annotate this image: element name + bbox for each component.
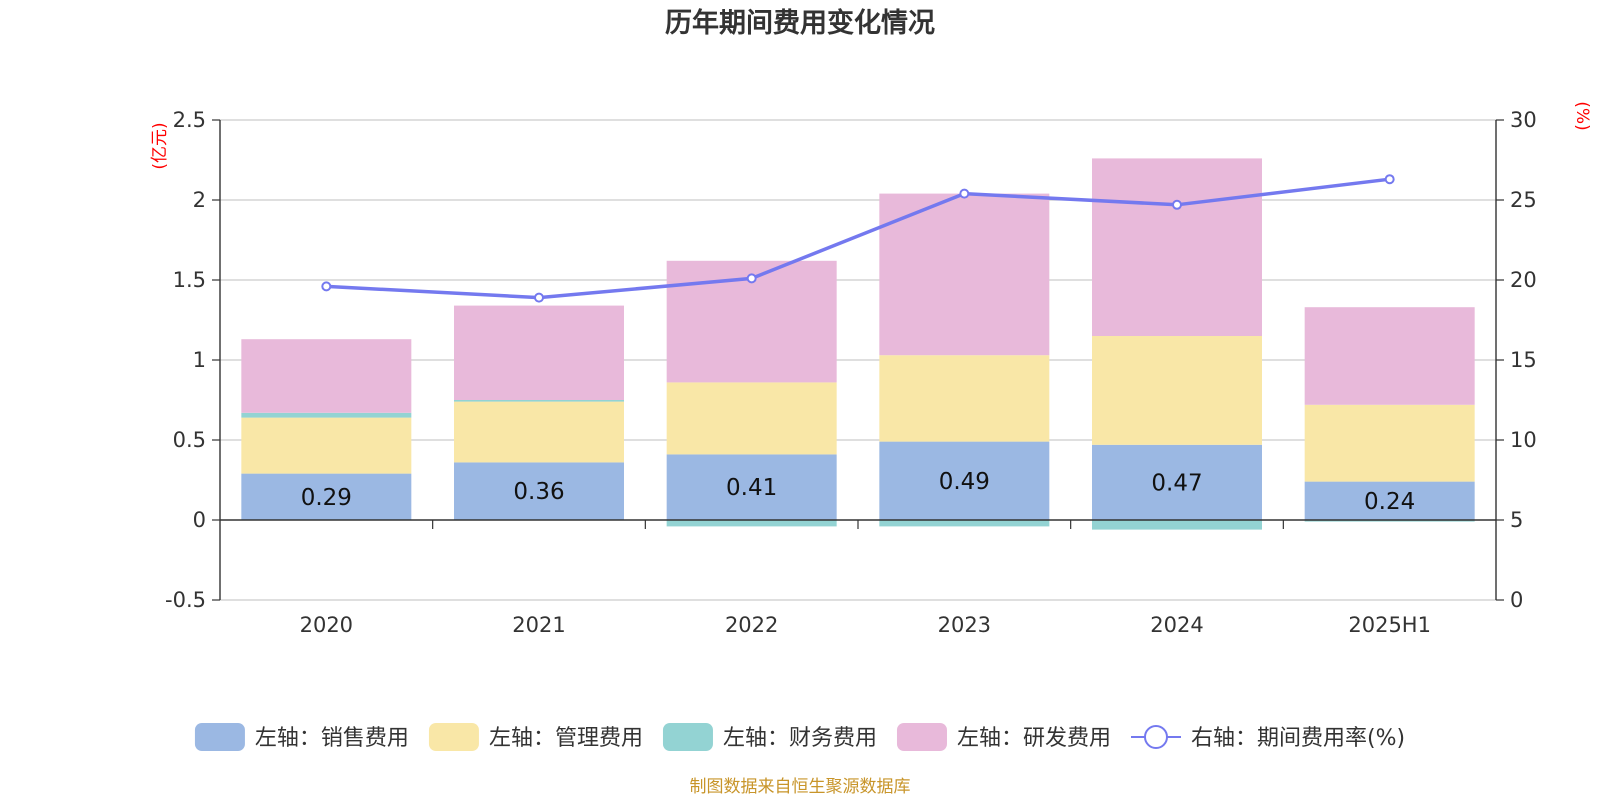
left-tick-label: -0.5 — [165, 588, 206, 612]
legend-item[interactable]: 左轴：销售费用 — [194, 723, 409, 751]
left-tick-label: 0 — [193, 508, 206, 532]
right-tick-label: 30 — [1510, 108, 1537, 132]
expense-rate-point — [1172, 199, 1182, 210]
bar-segment — [666, 382, 837, 455]
bar-segment — [666, 454, 837, 520]
right-tick-label: 25 — [1510, 188, 1537, 212]
bar-segment — [879, 441, 1050, 520]
bar-series — [241, 158, 1475, 530]
expense-rate-line — [326, 177, 1390, 300]
left-axis-unit: (亿元) — [150, 122, 170, 169]
left-tick-label: 1.5 — [173, 268, 206, 292]
bar-segment — [1304, 307, 1475, 405]
legend-item[interactable]: 右轴：期间费用率(%) — [1130, 725, 1405, 751]
expense-rate-point — [746, 273, 757, 284]
x-tick-label: 2022 — [725, 613, 778, 637]
legend-item[interactable]: 左轴：财务费用 — [662, 723, 877, 751]
bar-segment — [1092, 158, 1262, 336]
chart-title: 历年期间费用变化情况 — [665, 7, 935, 39]
bar-segment — [879, 355, 1050, 442]
left-tick-label: 1 — [193, 348, 206, 372]
sales-expense-label: 0.36 — [513, 479, 564, 505]
bar-segment — [241, 417, 412, 474]
bar-segment — [666, 520, 837, 527]
legend-label: 左轴：管理费用 — [489, 726, 643, 751]
data-source-note: 制图数据来自恒生聚源数据库 — [690, 777, 911, 797]
legend-label: 左轴：研发费用 — [957, 726, 1111, 751]
legend-swatch — [662, 723, 713, 751]
bar-segment — [454, 462, 624, 520]
bar-segment — [1092, 520, 1262, 530]
left-tick-label: 2.5 — [173, 108, 206, 132]
axes: -0.5 0 0.5 1 1.5 2 2.5 0 5 10 15 20 25 30 2020 2021 2022… — [165, 108, 1537, 637]
bar-segment — [1092, 336, 1262, 445]
bar-segment — [241, 339, 412, 413]
legend-item[interactable]: 左轴：管理费用 — [428, 723, 643, 751]
legend-swatch — [194, 723, 245, 751]
legend-item[interactable]: 左轴：研发费用 — [896, 723, 1111, 751]
expense-rate-point — [1384, 174, 1395, 185]
sales-expense-label: 0.24 — [1364, 489, 1415, 515]
right-tick-label: 20 — [1510, 268, 1537, 292]
legend-marker-icon — [1143, 725, 1168, 749]
bar-segment — [879, 520, 1050, 527]
legend-swatch — [896, 723, 947, 751]
legend-swatch — [428, 723, 479, 751]
expense-rate-point — [321, 281, 332, 292]
gridlines — [220, 119, 1496, 601]
bar-segment — [454, 400, 624, 402]
legend-label: 右轴：期间费用率(%) — [1191, 726, 1405, 751]
x-tick-label: 2024 — [1150, 613, 1203, 637]
bar-segment — [1304, 404, 1475, 482]
sales-expense-label: 0.47 — [1151, 470, 1202, 496]
bar-segment — [241, 412, 412, 418]
legend-label: 左轴：财务费用 — [723, 726, 877, 751]
bar-segment — [454, 401, 624, 463]
x-tick-label: 2020 — [300, 613, 353, 637]
line-series — [321, 174, 1395, 303]
bar-segment — [241, 473, 412, 520]
right-tick-label: 10 — [1510, 428, 1537, 452]
left-tick-label: 2 — [193, 188, 206, 212]
x-tick-label: 2021 — [512, 613, 565, 637]
sales-expense-label: 0.29 — [301, 485, 352, 511]
bar-segment — [454, 305, 624, 400]
bar-segment — [1304, 520, 1475, 522]
right-axis-unit: (%) — [1572, 101, 1592, 130]
right-tick-label: 5 — [1510, 508, 1523, 532]
bar-segment — [1092, 444, 1262, 520]
sales-expense-label: 0.49 — [939, 469, 990, 495]
legend-label: 左轴：销售费用 — [255, 726, 409, 751]
left-tick-label: 0.5 — [173, 428, 206, 452]
right-tick-label: 0 — [1510, 588, 1523, 612]
expense-rate-point — [534, 292, 544, 303]
data-labels: 0.29 0.36 0.41 0.49 0.47 0.24 — [301, 469, 1416, 515]
right-tick-label: 15 — [1510, 348, 1537, 372]
bar-segment — [1304, 481, 1475, 520]
bar-segment — [879, 193, 1050, 356]
x-tick-label: 2023 — [938, 613, 991, 637]
legend[interactable]: 左轴：销售费用 左轴：管理费用 左轴：财务费用 左轴：研发费用 右轴：期间费用率(%) — [194, 723, 1405, 751]
x-tick-label: 2025H1 — [1348, 613, 1431, 637]
sales-expense-label: 0.41 — [726, 475, 777, 501]
expense-rate-point — [959, 188, 970, 199]
